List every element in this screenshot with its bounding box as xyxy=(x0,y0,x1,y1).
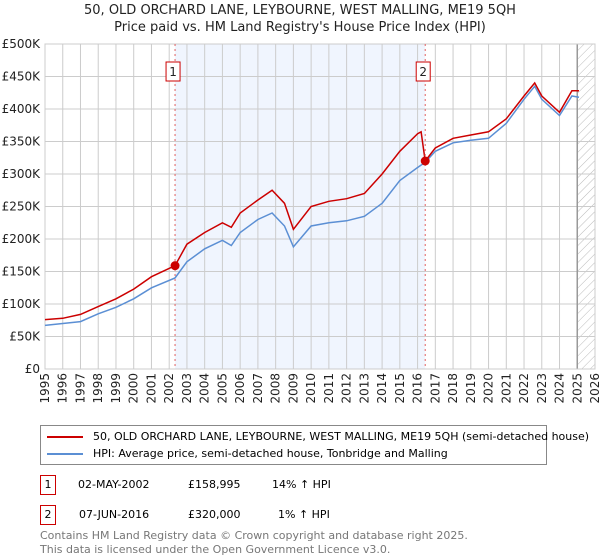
sale-marker-label: 2 xyxy=(419,65,427,79)
sale-marker-label: 1 xyxy=(169,65,177,79)
x-tick-label: 1998 xyxy=(91,373,105,404)
sale-number: 1 xyxy=(40,475,56,495)
sale-point xyxy=(170,261,180,271)
sale-delta: 1% ↑ HPI xyxy=(278,508,330,521)
y-tick-label: £150K xyxy=(2,265,42,279)
x-tick-label: 2001 xyxy=(144,373,158,404)
x-tick-label: 2020 xyxy=(482,373,496,404)
x-tick-label: 2019 xyxy=(464,373,478,404)
x-tick-label: 2017 xyxy=(428,373,442,404)
x-tick-label: 2009 xyxy=(286,373,300,404)
x-tick-label: 2022 xyxy=(517,373,531,404)
x-tick-label: 2015 xyxy=(393,373,407,404)
footer-line-2: This data is licensed under the Open Gov… xyxy=(40,543,391,556)
x-tick-label: 2008 xyxy=(269,373,283,404)
x-tick-label: 1997 xyxy=(73,373,87,404)
x-tick-label: 2000 xyxy=(127,373,141,404)
x-tick-label: 2025 xyxy=(570,373,584,404)
y-tick-label: £300K xyxy=(2,167,42,181)
x-tick-label: 1999 xyxy=(109,373,123,404)
sale-marker-box xyxy=(165,61,181,82)
y-tick-label: £0 xyxy=(25,362,40,376)
sale-marker-box xyxy=(415,61,431,82)
x-tick-label: 2006 xyxy=(233,373,247,404)
chart-title: 50, OLD ORCHARD LANE, LEYBOURNE, WEST MA… xyxy=(84,3,516,18)
y-tick-label: £50K xyxy=(9,330,41,344)
y-tick-label: £250K xyxy=(2,200,42,214)
sale-date: 02-MAY-2002 xyxy=(78,478,150,491)
x-tick-label: 2003 xyxy=(180,373,194,404)
legend: 50, OLD ORCHARD LANE, LEYBOURNE, WEST MA… xyxy=(40,425,589,465)
legend-property-label: 50, OLD ORCHARD LANE, LEYBOURNE, WEST MA… xyxy=(93,430,590,443)
sale-price: £320,000 xyxy=(188,508,241,521)
y-tick-label: £450K xyxy=(2,70,42,84)
series-line xyxy=(44,84,580,327)
x-tick-label: 2005 xyxy=(215,373,229,404)
x-tick-label: 2018 xyxy=(446,373,460,404)
y-tick-label: £100K xyxy=(2,297,42,311)
x-tick-label: 2023 xyxy=(535,373,549,404)
plot-border xyxy=(44,43,596,370)
sale-date: 07-JUN-2016 xyxy=(79,508,150,521)
x-tick-label: 2010 xyxy=(304,373,318,404)
sale-number: 2 xyxy=(40,505,56,525)
x-tick-label: 2024 xyxy=(553,373,567,404)
x-tick-label: 2026 xyxy=(588,373,600,404)
footer: Contains HM Land Registry data © Crown c… xyxy=(40,529,468,557)
price-chart: 1995 1996 1997 1998 1999 2000 2001 2002 2003 2004… xyxy=(2,37,600,404)
legend-hpi-label: HPI: Average price, semi-detached house,… xyxy=(93,447,448,460)
series-line xyxy=(44,81,579,321)
x-tick-label: 2012 xyxy=(340,373,354,404)
chart-subtitle: Price paid vs. HM Land Registry's House … xyxy=(114,20,486,35)
footer-line-1: Contains HM Land Registry data © Crown c… xyxy=(40,529,468,542)
x-tick-label: 2013 xyxy=(357,373,371,404)
sale-delta: 14% ↑ HPI xyxy=(272,478,331,491)
x-tick-label: 2021 xyxy=(499,373,513,404)
sale-price: £158,995 xyxy=(188,478,241,491)
x-tick-label: 2007 xyxy=(251,373,265,404)
legend-blue-line xyxy=(47,452,83,455)
x-tick-label: 2016 xyxy=(411,373,425,404)
x-tick-label: 1996 xyxy=(56,373,70,404)
sale-point xyxy=(420,156,430,166)
x-tick-label: 1995 xyxy=(38,373,52,404)
x-tick-label: 2014 xyxy=(375,373,389,404)
y-tick-label: £200K xyxy=(2,232,42,246)
y-tick-label: £500K xyxy=(2,37,42,51)
x-tick-label: 2004 xyxy=(198,373,212,404)
x-tick-label: 2002 xyxy=(162,373,176,404)
legend-red-line xyxy=(47,435,83,438)
y-tick-label: £350K xyxy=(2,135,42,149)
y-tick-label: £400K xyxy=(2,102,42,116)
x-tick-label: 2011 xyxy=(322,373,336,404)
